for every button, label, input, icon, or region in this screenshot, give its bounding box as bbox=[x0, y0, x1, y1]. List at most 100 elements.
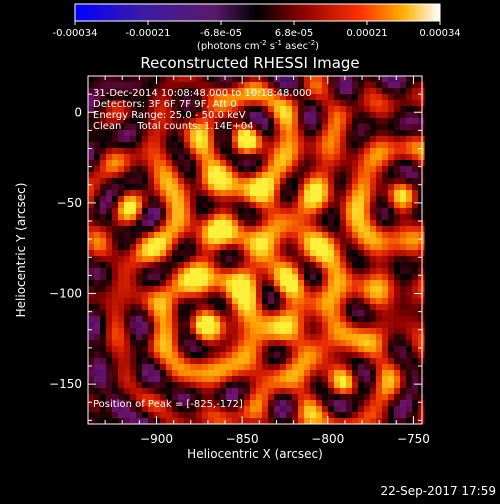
heatmap-cell bbox=[238, 166, 245, 173]
heatmap-cell bbox=[364, 382, 371, 389]
heatmap-cell bbox=[322, 148, 329, 155]
heatmap-cell bbox=[340, 418, 347, 425]
heatmap-cell bbox=[340, 298, 347, 305]
heatmap-cell bbox=[190, 112, 197, 119]
heatmap-cell bbox=[244, 328, 251, 335]
heatmap-cell bbox=[262, 154, 269, 161]
heatmap-cell bbox=[388, 286, 395, 293]
heatmap-cell bbox=[208, 88, 215, 95]
heatmap-cell bbox=[256, 94, 263, 101]
heatmap-cell bbox=[352, 100, 359, 107]
heatmap-cell bbox=[346, 238, 353, 245]
heatmap-image bbox=[88, 76, 425, 425]
heatmap-cell bbox=[400, 298, 407, 305]
heatmap-cell bbox=[178, 346, 185, 353]
heatmap-cell bbox=[346, 256, 353, 263]
heatmap-cell bbox=[214, 220, 221, 227]
heatmap-cell bbox=[298, 226, 305, 233]
heatmap-cell bbox=[112, 208, 119, 215]
heatmap-cell bbox=[268, 334, 275, 341]
heatmap-cell bbox=[148, 214, 155, 221]
heatmap-cell bbox=[232, 274, 239, 281]
heatmap-cell bbox=[100, 262, 107, 269]
heatmap-cell bbox=[316, 406, 323, 413]
heatmap-cell bbox=[196, 226, 203, 233]
heatmap-cell bbox=[304, 286, 311, 293]
heatmap-cell bbox=[346, 160, 353, 167]
heatmap-cell bbox=[394, 322, 401, 329]
heatmap-cell bbox=[334, 262, 341, 269]
heatmap-cell bbox=[322, 328, 329, 335]
heatmap-cell bbox=[256, 340, 263, 347]
heatmap-cell bbox=[268, 298, 275, 305]
heatmap-cell bbox=[256, 394, 263, 401]
heatmap-cell bbox=[388, 352, 395, 359]
heatmap-cell bbox=[226, 196, 233, 203]
heatmap-cell bbox=[280, 400, 287, 407]
heatmap-cell bbox=[226, 370, 233, 377]
heatmap-cell bbox=[406, 202, 413, 209]
heatmap-cell bbox=[370, 82, 377, 89]
heatmap-cell bbox=[232, 112, 239, 119]
heatmap-cell bbox=[112, 154, 119, 161]
heatmap-cell bbox=[394, 358, 401, 365]
heatmap-cell bbox=[136, 316, 143, 323]
heatmap-cell bbox=[340, 88, 347, 95]
heatmap-cell bbox=[400, 226, 407, 233]
heatmap-cell bbox=[412, 136, 419, 143]
heatmap-cell bbox=[286, 418, 293, 425]
heatmap-cell bbox=[400, 406, 407, 413]
heatmap-cell bbox=[148, 118, 155, 125]
heatmap-cell bbox=[100, 418, 107, 425]
heatmap-cell bbox=[394, 400, 401, 407]
heatmap-cell bbox=[130, 274, 137, 281]
heatmap-cell bbox=[88, 184, 95, 191]
heatmap-cell bbox=[184, 280, 191, 287]
heatmap-cell bbox=[124, 118, 131, 125]
heatmap-cell bbox=[340, 136, 347, 143]
heatmap-cell bbox=[232, 286, 239, 293]
heatmap-cell bbox=[118, 94, 125, 101]
heatmap-cell bbox=[376, 352, 383, 359]
heatmap-cell bbox=[154, 208, 161, 215]
heatmap-cell bbox=[166, 298, 173, 305]
heatmap-cell bbox=[382, 334, 389, 341]
heatmap-cell bbox=[286, 376, 293, 383]
heatmap-cell bbox=[226, 154, 233, 161]
heatmap-cell bbox=[304, 328, 311, 335]
heatmap-cell bbox=[346, 328, 353, 335]
heatmap-cell bbox=[184, 370, 191, 377]
heatmap-cell bbox=[112, 118, 119, 125]
heatmap-cell bbox=[298, 286, 305, 293]
heatmap-cell bbox=[262, 124, 269, 131]
heatmap-cell bbox=[376, 166, 383, 173]
heatmap-cell bbox=[112, 400, 119, 407]
heatmap-cell bbox=[292, 214, 299, 221]
heatmap-cell bbox=[292, 220, 299, 227]
heatmap-cell bbox=[292, 262, 299, 269]
heatmap-cell bbox=[310, 130, 317, 137]
heatmap-cell bbox=[418, 376, 425, 383]
heatmap-cell bbox=[418, 244, 425, 251]
heatmap-cell bbox=[184, 148, 191, 155]
heatmap-cell bbox=[202, 76, 209, 83]
heatmap-cell bbox=[334, 88, 341, 95]
heatmap-cell bbox=[166, 184, 173, 191]
heatmap-cell bbox=[220, 178, 227, 185]
heatmap-cell bbox=[334, 124, 341, 131]
heatmap-cell bbox=[388, 310, 395, 317]
heatmap-cell bbox=[400, 160, 407, 167]
heatmap-cell bbox=[202, 82, 209, 89]
heatmap-cell bbox=[256, 286, 263, 293]
heatmap-cell bbox=[292, 370, 299, 377]
heatmap-cell bbox=[88, 100, 95, 107]
heatmap-cell bbox=[94, 346, 101, 353]
heatmap-cell bbox=[238, 88, 245, 95]
heatmap-cell bbox=[214, 346, 221, 353]
heatmap-cell bbox=[178, 352, 185, 359]
heatmap-cell bbox=[160, 178, 167, 185]
heatmap-cell bbox=[94, 88, 101, 95]
heatmap-cell bbox=[214, 322, 221, 329]
heatmap-cell bbox=[184, 220, 191, 227]
heatmap-cell bbox=[382, 328, 389, 335]
